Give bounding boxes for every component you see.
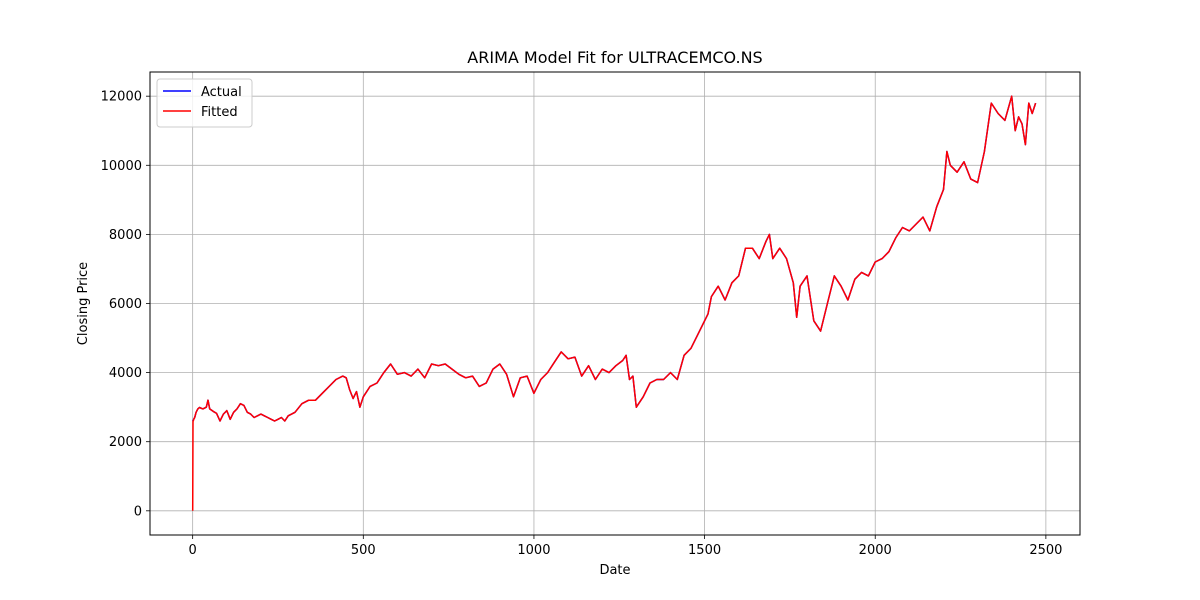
series-line-fitted	[191, 95, 1037, 511]
series-layer	[191, 95, 1037, 511]
x-axis-ticks: 0 500 1000 1500 2000 2500	[189, 535, 1062, 558]
y-tick-label: 2000	[109, 435, 142, 450]
y-axis-ticks: 0 2000 4000 6000 8000 10000 12000	[101, 90, 150, 519]
x-axis-title: Date	[599, 563, 630, 578]
y-tick-label: 12000	[101, 90, 142, 105]
y-tick-label: 6000	[109, 297, 142, 312]
x-tick-label: 1000	[517, 543, 550, 558]
chart-title: ARIMA Model Fit for ULTRACEMCO.NS	[467, 48, 762, 67]
x-tick-label: 2500	[1029, 543, 1062, 558]
legend: Actual Fitted	[156, 78, 253, 128]
legend-label-actual: Actual	[201, 85, 242, 100]
x-tick-label: 2000	[859, 543, 892, 558]
y-axis-title: Closing Price	[76, 262, 91, 345]
y-tick-label: 10000	[101, 159, 142, 174]
x-tick-label: 1500	[688, 543, 721, 558]
y-tick-label: 4000	[109, 366, 142, 381]
x-tick-label: 500	[351, 543, 376, 558]
legend-label-fitted: Fitted	[201, 105, 238, 120]
y-tick-label: 8000	[109, 228, 142, 243]
grid-lines	[150, 72, 1080, 535]
y-tick-label: 0	[134, 504, 142, 519]
x-tick-label: 0	[189, 543, 197, 558]
